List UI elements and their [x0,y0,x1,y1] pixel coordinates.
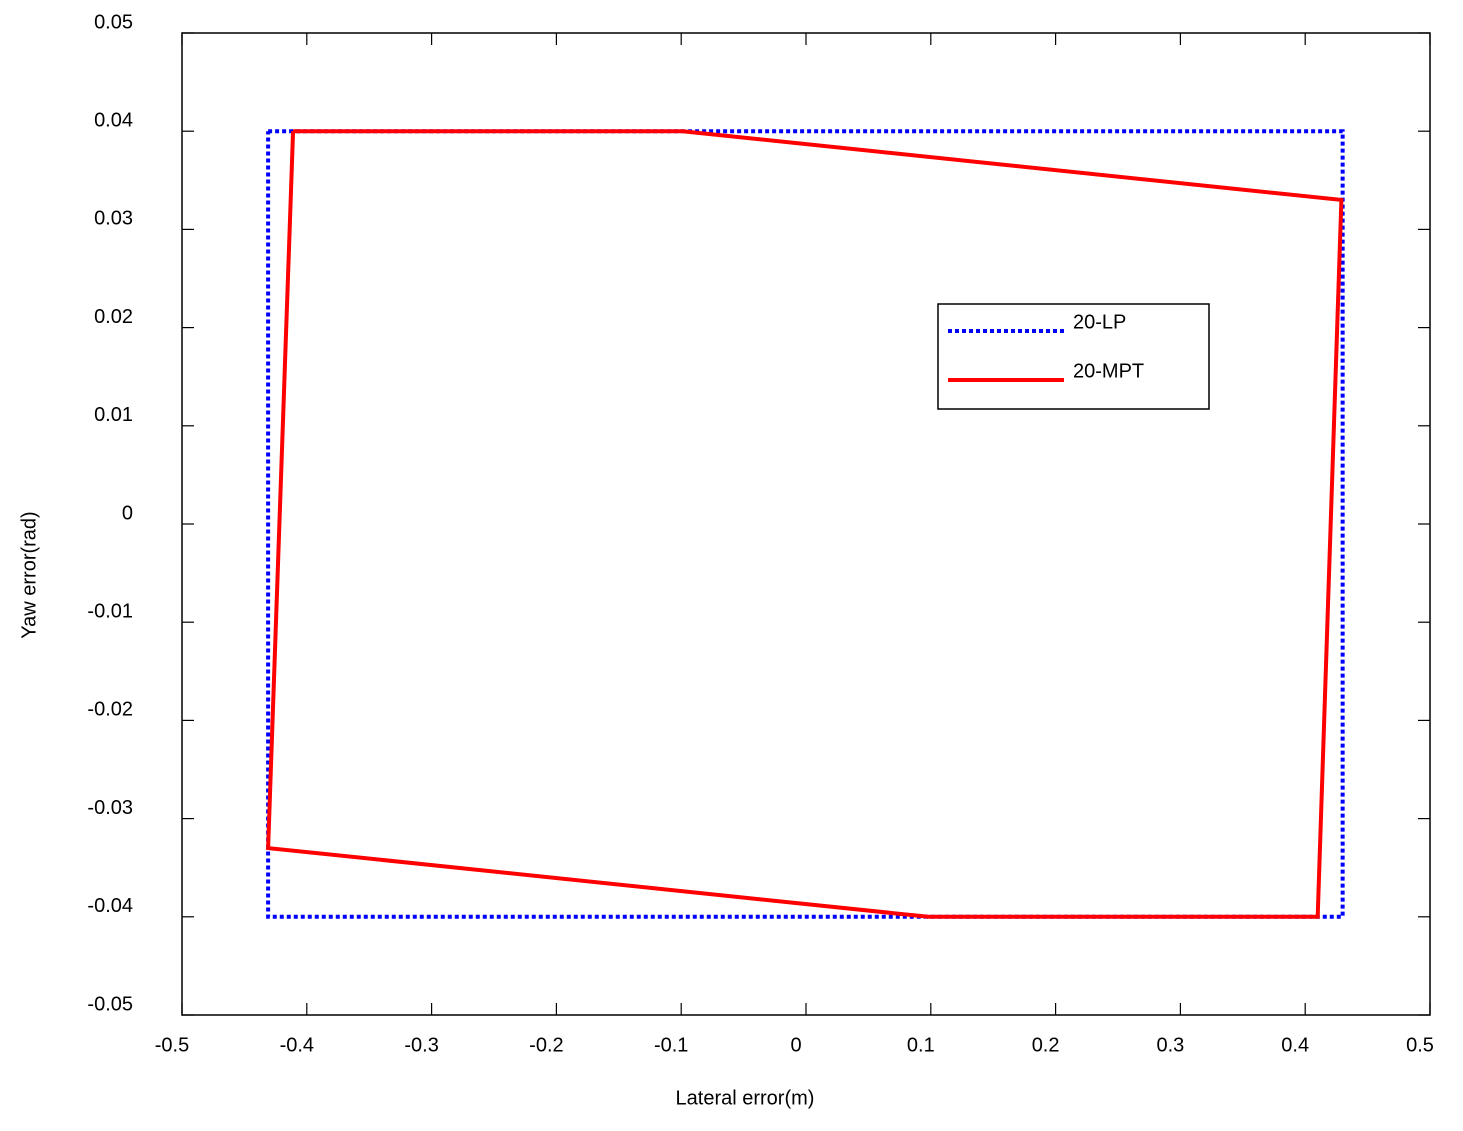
series-line [266,129,1344,919]
series-line [266,129,1345,919]
x-tick-label: 0.1 [907,1034,935,1056]
y-tick-label: 0.02 [94,306,133,328]
x-tick-label: -0.2 [529,1034,563,1056]
y-tick-label: -0.02 [87,699,133,721]
y-tick-label: -0.05 [87,993,133,1015]
y-tick-label: 0.03 [94,208,133,230]
y-tick-label: 0 [122,502,133,524]
y-tick-label: -0.03 [87,797,133,819]
y-axis-label: Yaw error(rad) [18,511,40,638]
x-tick-label: 0.5 [1406,1034,1434,1056]
y-tick-label: -0.01 [87,600,133,622]
y-tick-label: -0.04 [87,895,133,917]
x-tick-label: 0.4 [1281,1034,1309,1056]
y-tick-label: 0.05 [94,11,133,33]
x-tick-label: 0.3 [1156,1034,1184,1056]
x-tick-label: 0 [790,1034,801,1056]
plot-frame [181,32,1431,1016]
legend-box [937,303,1210,410]
x-tick-label: -0.4 [280,1034,314,1056]
x-tick-label: -0.3 [404,1034,438,1056]
legend-label: 20-LP [1073,311,1126,333]
legend-label: 20-MPT [1073,360,1144,382]
y-tick-label: 0.04 [94,109,133,131]
y-tick-label: 0.01 [94,404,133,426]
x-tick-label: -0.5 [155,1034,189,1056]
x-axis-label: Lateral error(m) [676,1087,815,1109]
x-tick-label: -0.1 [654,1034,688,1056]
x-tick-label: 0.2 [1032,1034,1060,1056]
